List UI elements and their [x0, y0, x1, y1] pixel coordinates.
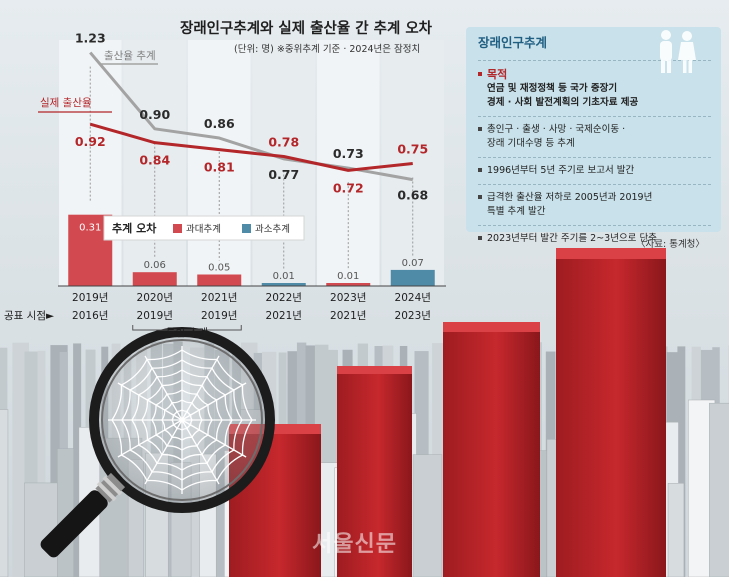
info-item-purpose: 목적 연금 및 재정정책 등 국가 중장기 경제 · 사회 발전계획의 기초자료…: [478, 67, 711, 110]
publication-year: 2019년: [137, 310, 173, 322]
info-divider: [478, 225, 711, 226]
forecast-value-label: 0.77: [268, 167, 299, 182]
forecast-value-label: 1.23: [75, 31, 106, 46]
value-labels: 1.23 0.92 0.90 0.84 0.86 0.81 0.77 0.78 0.73 0.72…: [75, 31, 428, 203]
x-axis-labels: 2019년 2020년 2021년 2022년 2023년 2024년: [72, 292, 431, 304]
red-towers: [229, 248, 666, 577]
publication-year: 2019년: [201, 310, 237, 322]
actual-value-label: 0.75: [397, 141, 428, 156]
publication-label: 공표 시점►: [4, 310, 55, 322]
x-tick-label: 2021년: [201, 292, 237, 304]
info-item: 총인구 · 출생 · 사망 · 국제순이동 · 장래 기대수명 등 추계: [478, 123, 711, 151]
info-line: 2023년부터 발간 주기를 2~3년으로 단축: [487, 233, 657, 244]
purpose-line: 경제 · 사회 발전계획의 기초자료 제공: [487, 97, 639, 108]
info-line: 특별 추계 발간: [487, 206, 546, 217]
info-divider: [478, 60, 711, 61]
error-bar: [326, 283, 371, 286]
watermark-logo: 서울신문: [312, 532, 397, 557]
forecast-value-label: 0.73: [333, 146, 364, 161]
publication-year: 2021년: [330, 310, 366, 322]
magnifier-icon: [40, 327, 275, 558]
info-line: 1996년부터 5년 주기로 보고서 발간: [487, 165, 635, 176]
error-bars: 0.31 0.06 0.05 0.01 0.01 0.07: [68, 214, 435, 286]
purpose-line: 연금 및 재정정책 등 국가 중장기: [487, 83, 618, 94]
actual-value-label: 0.72: [333, 180, 364, 195]
publication-year: 2023년: [395, 310, 431, 322]
actual-value-label: 0.78: [268, 135, 299, 150]
chart-column-bg: [317, 40, 380, 286]
unit-note: (단위: 명) ※중위추계 기준 · 2024년은 잠정치: [234, 43, 420, 55]
series-label-actual: 실제 출산율: [40, 97, 92, 109]
chart-columns: [59, 40, 444, 286]
x-tick-label: 2023년: [330, 292, 366, 304]
info-item: 1996년부터 5년 주기로 보고서 발간: [478, 164, 711, 178]
error-bar-label: 0.01: [337, 271, 359, 282]
error-bar-label: 0.31: [79, 223, 101, 234]
info-panel: 장래인구추계 목적 연금 및 재정정책 등 국가 중장기 경제 · 사회 발전계…: [466, 27, 721, 244]
special-bracket: 특별 추계: [132, 325, 242, 339]
error-bar-label: 0.07: [402, 258, 424, 269]
error-bar-label: 0.01: [273, 271, 295, 282]
info-divider: [478, 184, 711, 185]
forecast-value-label: 0.86: [204, 116, 235, 131]
x-tick-label: 2020년: [137, 292, 173, 304]
legend-label-over: 과대추계: [186, 223, 221, 235]
info-panel-title: 장래인구추계: [478, 35, 548, 50]
source-credit: 〈자료: 통계청〉: [636, 239, 705, 250]
chart-title: 장래인구추계와 실제 출산율 간 추계 오차: [180, 19, 433, 37]
x-tick-label: 2024년: [395, 292, 431, 304]
info-line: 총인구 · 출생 · 사망 · 국제순이동 ·: [487, 124, 626, 135]
forecast-value-label: 0.68: [397, 188, 428, 203]
chart-column-bg: [381, 40, 444, 286]
legend-label-under: 과소추계: [255, 223, 290, 235]
error-bar: [261, 283, 306, 286]
publication-year: 2016년: [72, 310, 108, 322]
error-bar-label: 0.06: [144, 260, 166, 271]
info-divider: [478, 116, 711, 117]
error-bar: [197, 274, 242, 286]
publication-year: 2021년: [266, 310, 302, 322]
actual-value-label: 0.84: [139, 153, 170, 168]
publication-years: 2016년 2019년 2019년 2021년 2021년 2023년: [72, 310, 431, 322]
info-line: 급격한 출산율 저하로 2005년과 2019년: [487, 192, 653, 203]
error-bar-label: 0.05: [208, 263, 230, 274]
info-line: 장래 기대수명 등 추계: [487, 138, 575, 149]
people-icon: [660, 30, 696, 73]
spider-web-icon: [108, 346, 256, 494]
info-item: 급격한 출산율 저하로 2005년과 2019년 특별 추계 발간: [478, 191, 711, 219]
special-note: 특별 추계: [166, 327, 208, 339]
series-label-forecast: 출산율 추계: [104, 50, 156, 62]
legend-swatch-under: [242, 224, 251, 233]
actual-value-label: 0.92: [75, 134, 106, 149]
legend-title: 추계 오차: [112, 221, 157, 235]
info-divider: [478, 157, 711, 158]
info-item: 2023년부터 발간 주기를 2~3년으로 단축: [478, 232, 711, 246]
legend: 추계 오차 과대추계 과소추계: [103, 215, 305, 241]
x-tick-label: 2022년: [266, 292, 302, 304]
actual-value-label: 0.81: [204, 160, 235, 175]
legend-swatch-over: [173, 224, 182, 233]
purpose-heading: 목적: [487, 68, 508, 81]
error-bar: [132, 272, 177, 286]
legend-box: [103, 215, 305, 241]
error-bar: [390, 269, 435, 286]
series-line-actual: [89, 122, 413, 172]
forecast-value-label: 0.90: [139, 107, 170, 122]
x-tick-label: 2019년: [72, 292, 108, 304]
